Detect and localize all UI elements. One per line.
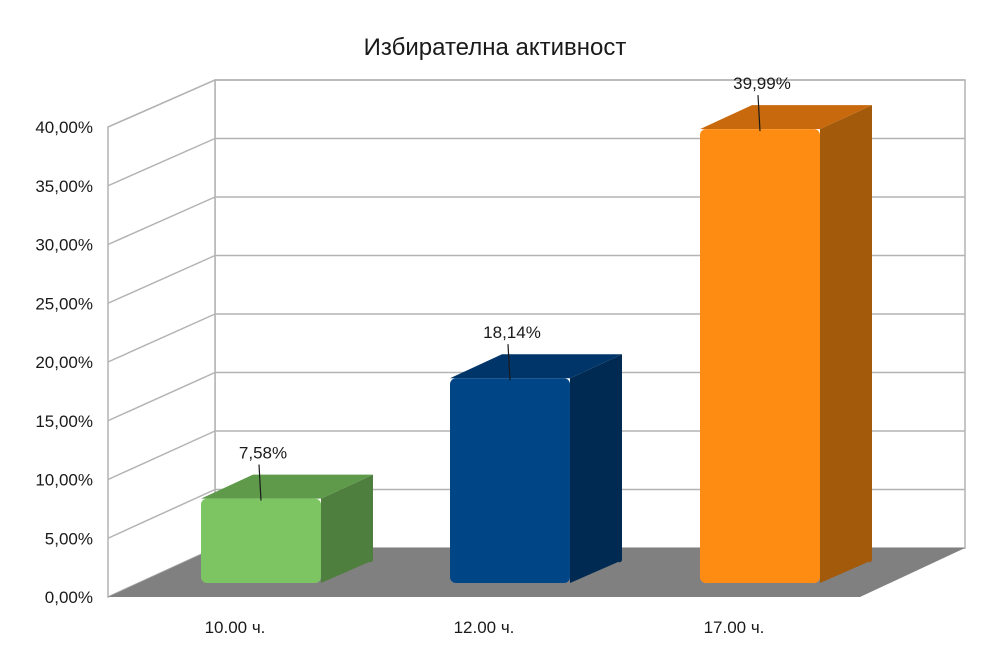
y-tick-label: 20,00%	[35, 353, 93, 372]
y-tick-label: 25,00%	[35, 294, 93, 313]
bar-1	[201, 464, 373, 583]
data-label: 39,99%	[733, 74, 791, 93]
gridline-side	[107, 488, 216, 539]
bar-top	[201, 474, 373, 499]
y-tick-label: 10,00%	[35, 471, 93, 490]
gridline-side	[107, 137, 216, 187]
y-tick-label: 40,00%	[35, 118, 93, 137]
bar-top	[450, 354, 622, 379]
x-category-label: 17.00 ч.	[704, 618, 765, 637]
bars	[201, 95, 872, 583]
data-label-leader	[507, 344, 511, 381]
gridline-side	[107, 254, 216, 304]
bar-front	[450, 378, 570, 583]
gridline-side	[107, 196, 216, 246]
data-label-leader	[757, 95, 761, 132]
bar-front	[700, 129, 820, 583]
y-tick-label: 0,00%	[45, 588, 93, 607]
bar-2	[450, 344, 622, 583]
data-label-leader	[258, 464, 262, 501]
bar-side	[820, 105, 872, 583]
y-tick-label: 5,00%	[45, 529, 93, 548]
chart-title: Избирателна активност	[364, 34, 627, 61]
gridline-side	[107, 79, 216, 128]
x-category-label: 10.00 ч.	[205, 618, 266, 637]
data-label: 7,58%	[239, 444, 287, 463]
bar-top	[700, 105, 872, 130]
y-axis-ticks: 0,00% 5,00% 10,00% 15,00% 20,00% 25,00% 30,00%…	[35, 118, 93, 607]
bar-3	[700, 95, 872, 583]
bar-front	[201, 498, 321, 583]
x-category-label: 12.00 ч.	[454, 618, 515, 637]
y-tick-label: 15,00%	[35, 412, 93, 431]
y-tick-label: 30,00%	[35, 236, 93, 255]
bar-side	[321, 474, 373, 583]
gridline-side	[107, 371, 216, 422]
x-axis-categories: 10.00 ч. 12.00 ч. 17.00 ч.	[205, 618, 765, 637]
data-labels: 7,58% 18,14% 39,99%	[239, 74, 791, 462]
gridline-side	[107, 430, 216, 481]
y-tick-label: 35,00%	[35, 177, 93, 196]
bar-side	[570, 354, 622, 583]
data-label: 18,14%	[483, 323, 541, 342]
gridline-side	[107, 313, 216, 363]
